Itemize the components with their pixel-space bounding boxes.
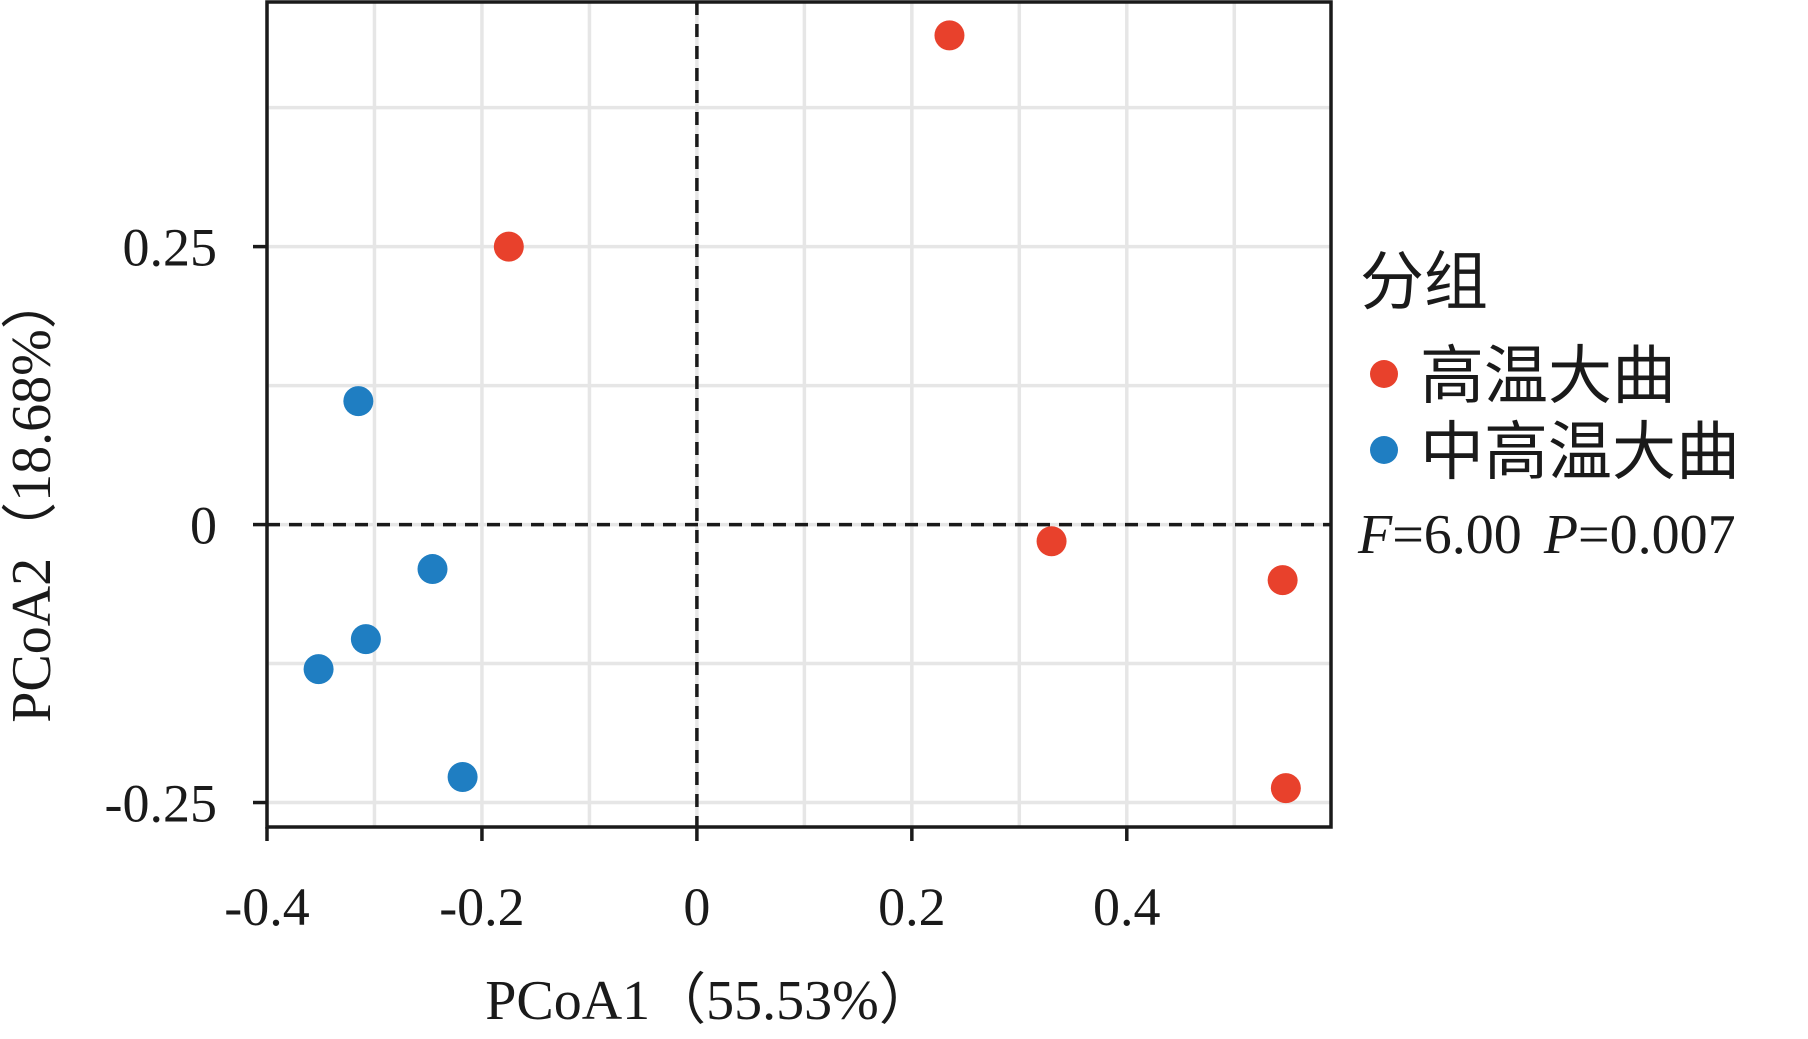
point-series-1-3 (303, 654, 334, 685)
point-series-1-1 (417, 554, 448, 585)
legend: 分组 高温大曲 中高温大曲 (1360, 247, 1740, 488)
p-label: P (1543, 504, 1578, 566)
point-series-1-0 (343, 386, 374, 417)
plot-frame (265, 0, 1333, 829)
y-tick-label-0: -0.25 (105, 774, 217, 834)
x-tick-label-1: -0.2 (439, 877, 524, 937)
point-series-0-0 (934, 20, 965, 51)
grid-lines (265, 2, 1331, 827)
p-value: =0.007 (1578, 504, 1736, 566)
x-tick-label-3: 0.2 (878, 877, 946, 937)
axis-ticks: -0.4 -0.2 0 0.2 0.4 -0.25 0 0.25 (105, 218, 1161, 937)
y-tick-label-2: 0.25 (123, 218, 218, 278)
point-series-1-2 (350, 624, 381, 655)
legend-marker-high-temp (1370, 360, 1398, 388)
legend-marker-mid-high-temp (1370, 436, 1398, 464)
point-series-0-1 (493, 231, 524, 262)
permanova-stat: F=6.00 P=0.007 (1357, 504, 1736, 566)
legend-label-high-temp: 高温大曲 (1420, 341, 1676, 412)
y-tick-label-1: 0 (190, 496, 217, 556)
legend-label-mid-high-temp: 中高温大曲 (1420, 417, 1740, 488)
x-axis-title: PCoA1（55.53%） (485, 970, 935, 1032)
legend-title: 分组 (1360, 247, 1488, 318)
zero-reference-lines (267, 2, 1331, 827)
x-tick-label-0: -0.4 (224, 877, 309, 937)
point-series-0-4 (1270, 773, 1301, 804)
data-points (303, 20, 1301, 804)
x-tick-label-2: 0 (683, 877, 710, 937)
x-tick-label-4: 0.4 (1093, 877, 1161, 937)
f-value: =6.00 (1392, 504, 1522, 566)
point-series-0-3 (1267, 565, 1298, 596)
point-series-1-4 (447, 761, 478, 792)
y-axis-title: PCoA2（18.68%） (1, 273, 63, 723)
f-label: F (1357, 504, 1393, 566)
point-series-0-2 (1036, 526, 1067, 557)
